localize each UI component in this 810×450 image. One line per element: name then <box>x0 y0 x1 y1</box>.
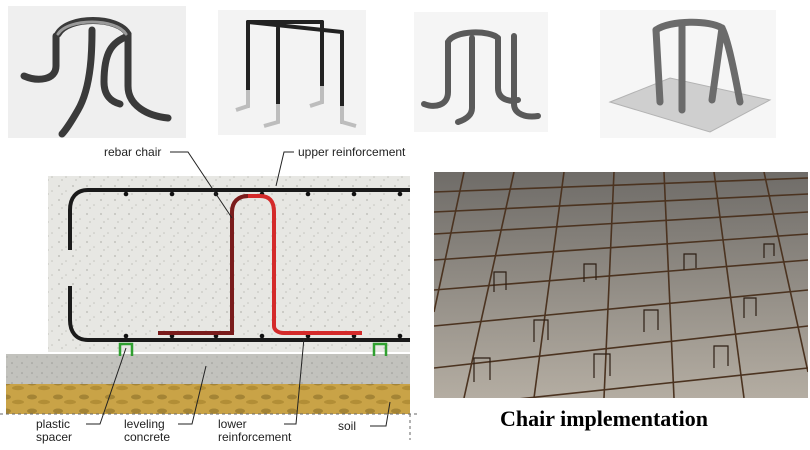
chair-photo-4 <box>600 10 776 138</box>
chair-photo-3 <box>414 12 548 132</box>
soil-layer <box>6 384 410 414</box>
reinforcement-section-diagram <box>0 151 420 440</box>
lower-reinforcement-bar <box>68 286 410 342</box>
rebar-mesh-on-site-image <box>433 171 809 409</box>
label-plastic-spacer: plastic spacer <box>36 418 72 444</box>
rebar-chair-tall-image <box>218 10 366 135</box>
label-plastic-spacer-l2: spacer <box>36 430 73 444</box>
rebar-chair-short-image <box>414 12 548 132</box>
chair-photo-1 <box>8 6 186 138</box>
concrete-slab <box>48 176 410 352</box>
transverse-bars-upper <box>123 191 403 197</box>
leveling-concrete-layer <box>6 354 410 384</box>
label-leveling-concrete-l2: concrete <box>124 430 171 444</box>
label-plastic-spacer-l1: plastic <box>36 417 71 431</box>
plastic-spacer-right <box>372 342 388 356</box>
label-soil: soil <box>338 419 357 433</box>
label-leveling-concrete: leveling concrete <box>124 418 170 444</box>
chair-photo-2 <box>218 10 366 135</box>
rebar-chair-base-plate-image <box>600 10 776 138</box>
label-upper-reinforcement: upper reinforcement <box>298 145 406 159</box>
upper-reinforcement-bar <box>68 188 410 250</box>
rebar-chair-curled-legs-image <box>8 6 186 138</box>
label-lower-reinforcement: lower reinforcement <box>218 418 291 444</box>
caption-chair-implementation: Chair implementation <box>500 406 708 431</box>
chair-implementation-photo <box>433 171 809 409</box>
label-lower-reinforcement-l2: reinforcement <box>218 430 292 444</box>
plastic-spacer-left <box>118 342 134 356</box>
label-lower-reinforcement-l1: lower <box>218 417 247 431</box>
label-rebar-chair: rebar chair <box>104 145 162 159</box>
label-leveling-concrete-l1: leveling <box>124 417 165 431</box>
